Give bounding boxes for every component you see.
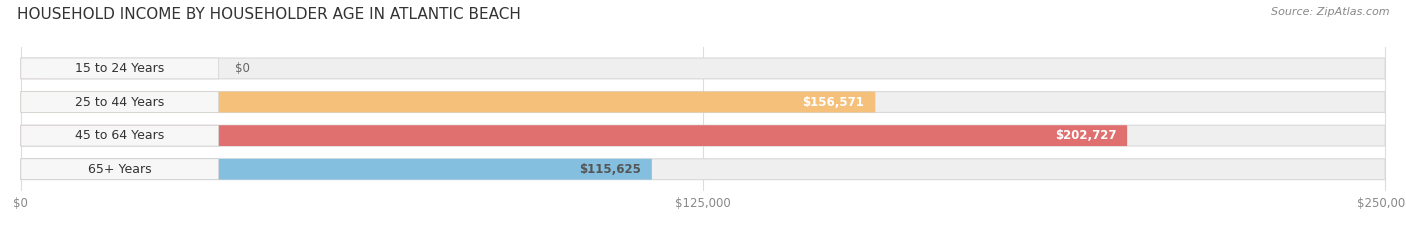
Text: $115,625: $115,625 — [579, 163, 641, 176]
FancyBboxPatch shape — [21, 125, 1128, 146]
Text: Source: ZipAtlas.com: Source: ZipAtlas.com — [1271, 7, 1389, 17]
FancyBboxPatch shape — [21, 159, 1385, 180]
FancyBboxPatch shape — [21, 125, 1385, 146]
Text: 45 to 64 Years: 45 to 64 Years — [75, 129, 165, 142]
Text: HOUSEHOLD INCOME BY HOUSEHOLDER AGE IN ATLANTIC BEACH: HOUSEHOLD INCOME BY HOUSEHOLDER AGE IN A… — [17, 7, 520, 22]
FancyBboxPatch shape — [21, 92, 219, 113]
FancyBboxPatch shape — [21, 58, 219, 79]
Text: $202,727: $202,727 — [1054, 129, 1116, 142]
FancyBboxPatch shape — [21, 159, 652, 180]
FancyBboxPatch shape — [21, 125, 219, 146]
Text: $156,571: $156,571 — [803, 96, 865, 109]
FancyBboxPatch shape — [21, 159, 219, 180]
Text: 15 to 24 Years: 15 to 24 Years — [75, 62, 165, 75]
FancyBboxPatch shape — [21, 92, 876, 113]
Text: 25 to 44 Years: 25 to 44 Years — [75, 96, 165, 109]
FancyBboxPatch shape — [21, 58, 45, 79]
Text: $0: $0 — [235, 62, 250, 75]
FancyBboxPatch shape — [21, 92, 1385, 113]
FancyBboxPatch shape — [21, 58, 1385, 79]
Text: 65+ Years: 65+ Years — [89, 163, 152, 176]
